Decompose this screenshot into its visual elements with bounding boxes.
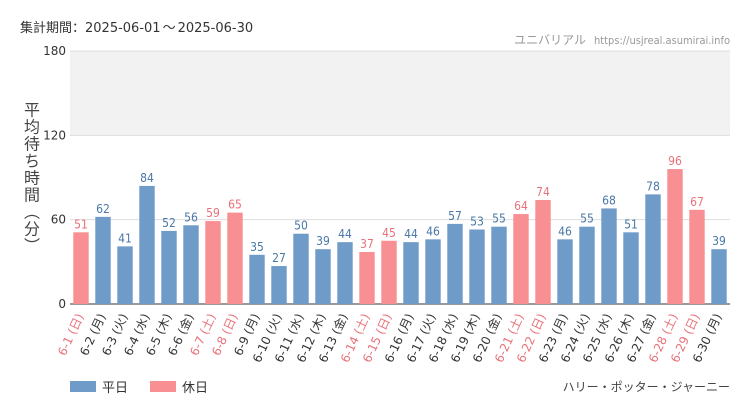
bar [161,230,177,304]
data-label: 39 [316,234,330,248]
data-label: 44 [338,227,352,241]
bar [249,254,265,304]
source-url: https://usjreal.asumirai.info [594,34,730,47]
data-label: 27 [272,251,286,265]
bar [337,242,353,304]
bar [513,214,529,304]
source-credit: ユニバリアル https://usjreal.asumirai.info [514,31,730,48]
bar [359,251,375,304]
data-label: 59 [206,206,220,220]
bar [425,239,441,304]
bar [689,209,705,304]
data-label: 50 [294,219,308,233]
data-label: 56 [184,210,198,224]
data-label: 51 [624,217,638,231]
bar [183,225,199,304]
plot-band [70,51,730,136]
bar [227,212,243,304]
legend: 平日 休日 [70,377,208,396]
data-label: 57 [448,209,462,223]
y-axis-title: 平均待ち時間（分） [21,101,40,255]
data-label: 64 [514,199,528,213]
bar [579,226,595,304]
legend-swatch-holiday [150,381,177,392]
legend-label-holiday: 休日 [182,381,209,396]
data-label: 55 [492,212,506,226]
bar [711,249,727,304]
period-label: 集計期間：2025-06-01 ～ 2025-06-30 [20,17,253,36]
y-tick-label: 180 [43,44,66,58]
period-end: 2025-06-30 [177,21,254,36]
data-label: 44 [404,227,418,241]
data-label: 51 [74,217,88,231]
data-label: 37 [360,237,374,251]
data-label: 67 [690,195,704,209]
bar [447,223,463,304]
data-label: 39 [712,234,726,248]
bar [535,199,551,304]
data-label: 53 [470,215,484,229]
bar [469,229,485,304]
legend-item-weekday: 平日 [70,377,128,396]
legend-swatch-weekday [70,381,96,392]
data-label: 78 [646,179,660,193]
bar [73,232,89,304]
data-label: 41 [118,231,132,245]
data-label: 55 [580,212,594,226]
bar [315,249,331,304]
bar [117,246,133,304]
y-tick-label: 0 [58,297,66,311]
bar [601,208,617,304]
bar [95,216,111,304]
bar [623,232,639,304]
data-label: 46 [426,224,440,238]
bar [667,169,683,304]
legend-item-holiday: 休日 [150,377,208,396]
data-label: 74 [536,185,550,199]
period-prefix: 集計期間： [20,21,86,36]
data-label: 84 [140,171,154,185]
attraction-name: ハリー・ポッター・ジャーニー [562,380,730,394]
bar [491,226,507,304]
period-start: 2025-06-01 [85,21,161,36]
bar [293,233,309,304]
bar [139,185,155,304]
period-separator: ～ [162,21,176,36]
bar [271,266,287,304]
data-label: 68 [602,193,616,207]
legend-label-weekday: 平日 [102,381,129,396]
data-label: 62 [96,202,110,216]
data-label: 35 [250,240,264,254]
bar [403,242,419,304]
y-tick-label: 120 [43,128,66,142]
bar [645,194,661,304]
data-label: 46 [558,224,572,238]
data-label: 45 [382,226,396,240]
data-label: 52 [162,216,176,230]
data-label: 65 [228,198,242,212]
data-label: 96 [668,154,682,168]
bar [557,239,573,304]
bar [205,221,221,304]
source-name: ユニバリアル [514,33,586,47]
y-tick-label: 60 [51,213,66,227]
bar [381,240,397,304]
